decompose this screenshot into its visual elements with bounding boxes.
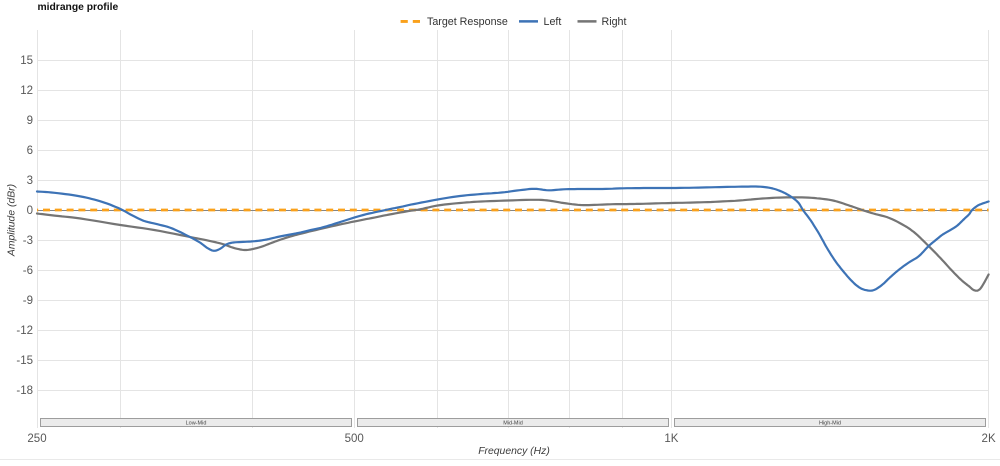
svg-text:-6: -6 (23, 265, 33, 277)
svg-text:midrange profile: midrange profile (38, 2, 119, 13)
svg-text:2K: 2K (982, 433, 996, 445)
svg-text:Left: Left (544, 16, 562, 28)
svg-text:-15: -15 (16, 355, 33, 367)
svg-text:Mid-Mid: Mid-Mid (503, 421, 523, 427)
svg-text:-9: -9 (23, 295, 33, 307)
svg-text:15: 15 (20, 55, 33, 67)
svg-text:Target Response: Target Response (427, 16, 508, 28)
svg-text:250: 250 (27, 433, 46, 445)
svg-text:-3: -3 (23, 235, 33, 247)
svg-text:-12: -12 (16, 325, 33, 337)
svg-text:9: 9 (27, 115, 33, 127)
svg-text:High-Mid: High-Mid (819, 421, 841, 427)
svg-text:1K: 1K (664, 433, 678, 445)
svg-text:3: 3 (27, 175, 33, 187)
svg-text:0: 0 (27, 205, 33, 217)
svg-text:Right: Right (602, 16, 627, 28)
svg-text:12: 12 (20, 85, 33, 97)
svg-text:-18: -18 (16, 385, 33, 397)
svg-text:Frequency (Hz): Frequency (Hz) (478, 446, 550, 457)
svg-text:500: 500 (345, 433, 364, 445)
svg-text:Low-Mid: Low-Mid (186, 421, 207, 427)
svg-text:6: 6 (27, 145, 33, 157)
svg-text:Amplitude (dBr): Amplitude (dBr) (7, 184, 18, 257)
